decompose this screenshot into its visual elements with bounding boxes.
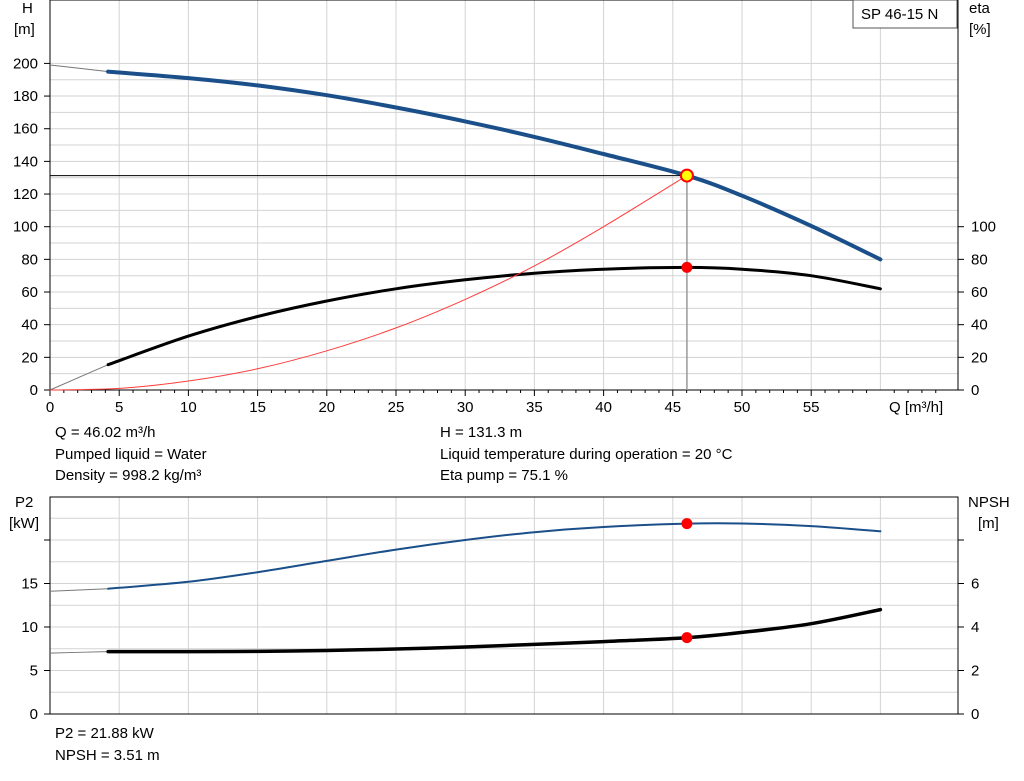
top-right-axis-label-1: eta — [969, 0, 991, 17]
y-left-tick-label: 140 — [13, 153, 38, 170]
duty-point-head — [679, 168, 694, 183]
y-left-tick-label: 80 — [21, 251, 38, 268]
p2-extrapolated-line — [49, 588, 109, 592]
bottom-plot-frame — [49, 496, 959, 715]
head-extrapolated-line — [49, 64, 109, 73]
curves — [49, 64, 883, 654]
y-left-tick-label: 200 — [13, 55, 38, 72]
y-right-tick-label: 6 — [971, 576, 979, 593]
top-left-axis-label-2: [m] — [14, 21, 35, 38]
y-left-tick-label: 10 — [21, 619, 38, 636]
info-liquid: Pumped liquid = Water — [55, 446, 207, 463]
axis-ticks: 0 5 10 15 20 25 30 35 40 45 50 55020406080100120140… — [13, 55, 996, 723]
y-right-tick-label: 80 — [971, 251, 988, 268]
y-left-tick-label: 0 — [30, 706, 38, 723]
model-label: SP 46-15 N — [861, 6, 938, 23]
y-left-tick-label: 40 — [21, 317, 38, 334]
npsh-extrapolated-line — [49, 651, 109, 654]
model-label-box: SP 46-15 N — [852, 0, 958, 29]
y-right-tick-label: 60 — [971, 284, 988, 301]
bottom-right-axis-label-1: NPSH — [968, 494, 1010, 511]
y-left-tick-label: 60 — [21, 284, 38, 301]
y-left-tick-label: 0 — [30, 382, 38, 399]
info-npsh: NPSH = 3.51 m — [55, 747, 160, 764]
top-plot-frame — [49, 0, 959, 391]
top-grid — [50, 0, 958, 391]
duty-point-eta — [681, 261, 693, 273]
npsh-curve — [106, 607, 883, 654]
info-h: H = 131.3 m — [440, 424, 523, 441]
duty-point-p2 — [681, 518, 693, 530]
duty-point-marks — [50, 168, 694, 644]
x-tick-label: 0 — [46, 399, 54, 416]
x-tick-label: 30 — [457, 399, 474, 416]
y-right-tick-label: 2 — [971, 663, 979, 680]
y-left-tick-label: 120 — [13, 186, 38, 203]
eta-curve — [106, 265, 882, 367]
x-tick-label: 50 — [734, 399, 751, 416]
p2-curve — [107, 522, 882, 590]
bottom-left-axis-label-2: [kW] — [9, 515, 39, 532]
y-right-tick-label: 100 — [971, 219, 996, 236]
y-right-tick-label: 0 — [971, 382, 979, 399]
top-right-axis-label-2: [%] — [969, 21, 991, 38]
y-left-tick-label: 20 — [21, 349, 38, 366]
plot-frames — [49, 0, 959, 715]
x-tick-label: 40 — [595, 399, 612, 416]
system-curve — [49, 175, 688, 391]
info-density: Density = 998.2 kg/m³ — [55, 467, 202, 484]
bottom-grid — [50, 497, 958, 714]
info-p2: P2 = 21.88 kW — [55, 725, 154, 742]
x-tick-label: 55 — [803, 399, 820, 416]
info-temperature: Liquid temperature during operation = 20… — [440, 446, 733, 463]
x-tick-label: 45 — [664, 399, 681, 416]
duty-point-npsh — [681, 632, 693, 644]
y-right-tick-label: 20 — [971, 349, 988, 366]
x-tick-label: 20 — [318, 399, 335, 416]
info-eta: Eta pump = 75.1 % — [440, 467, 568, 484]
info-q: Q = 46.02 m³/h — [55, 424, 156, 441]
y-left-tick-label: 5 — [30, 663, 38, 680]
top-left-axis-label-1: H — [22, 0, 33, 17]
bottom-right-axis-label-2: [m] — [978, 515, 999, 532]
head-curve — [106, 69, 883, 262]
y-left-tick-label: 15 — [21, 576, 38, 593]
x-tick-label: 15 — [249, 399, 266, 416]
x-tick-label: 10 — [180, 399, 197, 416]
y-right-tick-label: 0 — [971, 706, 979, 723]
bottom-left-axis-label-1: P2 — [15, 494, 33, 511]
y-right-tick-label: 40 — [971, 317, 988, 334]
x-axis-label: Q [m³/h] — [889, 399, 943, 416]
y-right-tick-label: 4 — [971, 619, 979, 636]
eta-extrapolated-line — [49, 364, 109, 391]
y-left-tick-label: 100 — [13, 219, 38, 236]
x-tick-label: 35 — [526, 399, 543, 416]
x-tick-label: 5 — [115, 399, 123, 416]
y-left-tick-label: 180 — [13, 88, 38, 105]
x-tick-label: 25 — [388, 399, 405, 416]
y-left-tick-label: 160 — [13, 121, 38, 138]
